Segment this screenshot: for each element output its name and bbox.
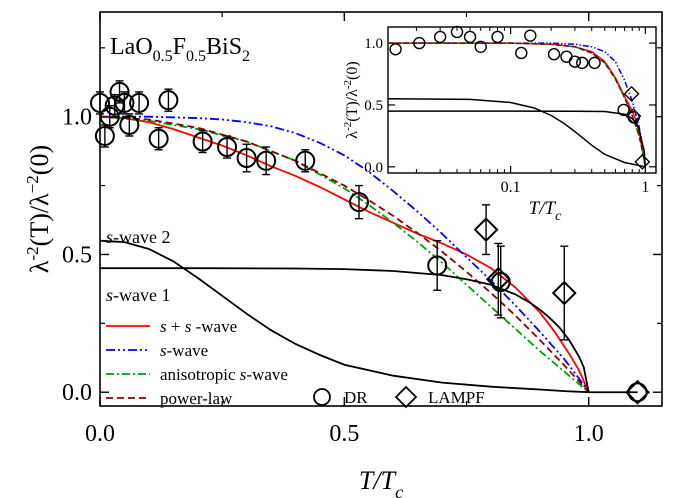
y-tick-label: 1.0 <box>62 105 92 131</box>
main-plot-frame <box>99 11 663 407</box>
legend-label-part: s <box>240 365 247 384</box>
dr-data-point <box>99 106 120 127</box>
series-line-s_wave_1 <box>100 267 590 393</box>
inset-dr-data-point <box>491 30 504 44</box>
s-wave-1-label: s-wave 1 <box>106 285 171 305</box>
legend-label-s_wave: s-wave <box>160 341 208 360</box>
main-title: LaO0.5F0.5BiS2 <box>110 34 250 65</box>
legend-label-part: -wave <box>246 365 288 384</box>
inset-plot-frame <box>387 26 657 174</box>
dr-data-point <box>192 131 213 152</box>
legend-label-part: s <box>185 317 192 336</box>
inset-y-tick-label: 0.0 <box>364 160 383 176</box>
inset-lampf-data-point <box>625 108 642 125</box>
series-line-power_law <box>100 115 590 393</box>
legend-label-part: -wave <box>167 341 209 360</box>
x-tick-label: 0.5 <box>329 421 359 447</box>
dr-data-point <box>94 125 115 146</box>
dr-data-point <box>104 95 125 116</box>
main-curves <box>100 115 638 394</box>
x-tick-label: 0.0 <box>85 421 115 447</box>
inset-dr-data-point <box>413 36 426 50</box>
main-plot-area: 0.0 0.5 1.00.00.51.0 LaO0.5F0.5BiS2 s-wave… <box>23 11 663 498</box>
dr-data-point <box>490 272 511 293</box>
inset-y-axis-label: λ-2(T)/λ-2(0) <box>342 61 361 138</box>
inset-x-tick-label: 0.1 <box>501 179 521 196</box>
x-axis-label: T/Tc <box>359 466 403 498</box>
legend-marker-label: LAMPF <box>428 388 485 407</box>
legend-label-s_plus_s: s + s -wave <box>160 317 237 336</box>
inset-dr-data-point <box>524 29 537 42</box>
x-tick-label: 1.0 <box>574 421 604 447</box>
dr-data-point <box>627 382 648 403</box>
legend-label-part: anisotropic <box>160 365 240 384</box>
inset-axis-ticks: 0.1 1 0.0 0.5 1.0 <box>364 27 656 196</box>
lampf-data-point <box>485 266 511 292</box>
inset-plot-area: 0.1 1 0.0 0.5 1.0 T/Tc λ-2(T)/λ-2(0) <box>342 25 657 224</box>
dr-data-point <box>236 148 257 169</box>
inset-y-tick-label: 0.5 <box>364 98 383 114</box>
dr-data-point <box>256 150 277 171</box>
y-axis-label: λ-2(T)/λ−2(0) <box>23 145 54 273</box>
dr-data-point <box>427 255 448 276</box>
inset-dr-data-point <box>576 56 589 70</box>
inset-series-line-s_wave_1 <box>388 110 647 167</box>
main-data-points <box>90 80 650 405</box>
inset-x-axis-label: T/Tc <box>529 198 562 224</box>
lampf-data-point <box>473 217 499 243</box>
dr-data-point <box>148 128 169 149</box>
legend-label-power_law: power-law <box>160 389 233 408</box>
dr-data-point <box>119 114 140 135</box>
inset-x-tick-label: 1 <box>641 179 649 196</box>
legend-label-part: + <box>167 317 185 336</box>
legend-label-part: -wave <box>191 317 237 336</box>
dr-data-point <box>217 137 238 158</box>
inset-lampf-data-point <box>634 153 651 170</box>
dr-data-point <box>129 92 150 113</box>
s-wave-2-label: s-wave 2 <box>106 227 171 247</box>
inset-dr-data-point <box>450 25 464 39</box>
y-tick-label: 0.5 <box>62 242 92 268</box>
inset-dr-data-point <box>474 40 487 53</box>
inset-series-line-power_law <box>388 42 647 167</box>
dr-data-point <box>349 192 370 213</box>
legend-label-anisotropic: anisotropic s-wave <box>160 365 288 384</box>
inset-dr-data-point <box>617 103 630 117</box>
inset-y-tick-label: 1.0 <box>364 36 383 52</box>
inset-dr-data-point <box>463 30 477 44</box>
dr-data-point <box>109 81 130 102</box>
inset-series-line-s_wave_2 <box>388 98 646 168</box>
lampf-data-point <box>551 280 577 306</box>
inset-data-points <box>389 25 651 170</box>
legend-marker-lampf <box>394 385 418 409</box>
y-tick-label: 0.0 <box>62 380 92 406</box>
inset-dr-data-point <box>389 43 402 56</box>
series-line-s_wave <box>100 115 590 393</box>
series-line-s_plus_s <box>100 115 590 393</box>
inset-dr-data-point <box>515 46 528 60</box>
legend-label-part: s <box>160 341 167 360</box>
series-line-s_wave_2 <box>100 239 589 394</box>
inset-dr-data-point <box>568 55 582 68</box>
dr-data-point <box>295 150 316 171</box>
dr-data-point <box>90 92 110 113</box>
inset-curves <box>388 42 647 168</box>
legend-label-part: power-law <box>160 389 233 408</box>
dr-data-point <box>114 92 135 113</box>
dr-data-point <box>158 90 179 111</box>
inset-lampf-data-point <box>623 85 640 102</box>
inset-dr-data-point <box>547 48 561 61</box>
inset-dr-data-point <box>588 56 601 70</box>
inset-dr-data-point <box>433 30 447 44</box>
legend-marker-label: DR <box>344 388 368 407</box>
legend-label-part: s <box>160 317 167 336</box>
legend-marker-dr <box>313 388 331 406</box>
lampf-data-point <box>625 379 650 405</box>
main-axis-ticks: 0.0 0.5 1.0 0.0 0.5 1.0 <box>62 12 662 447</box>
